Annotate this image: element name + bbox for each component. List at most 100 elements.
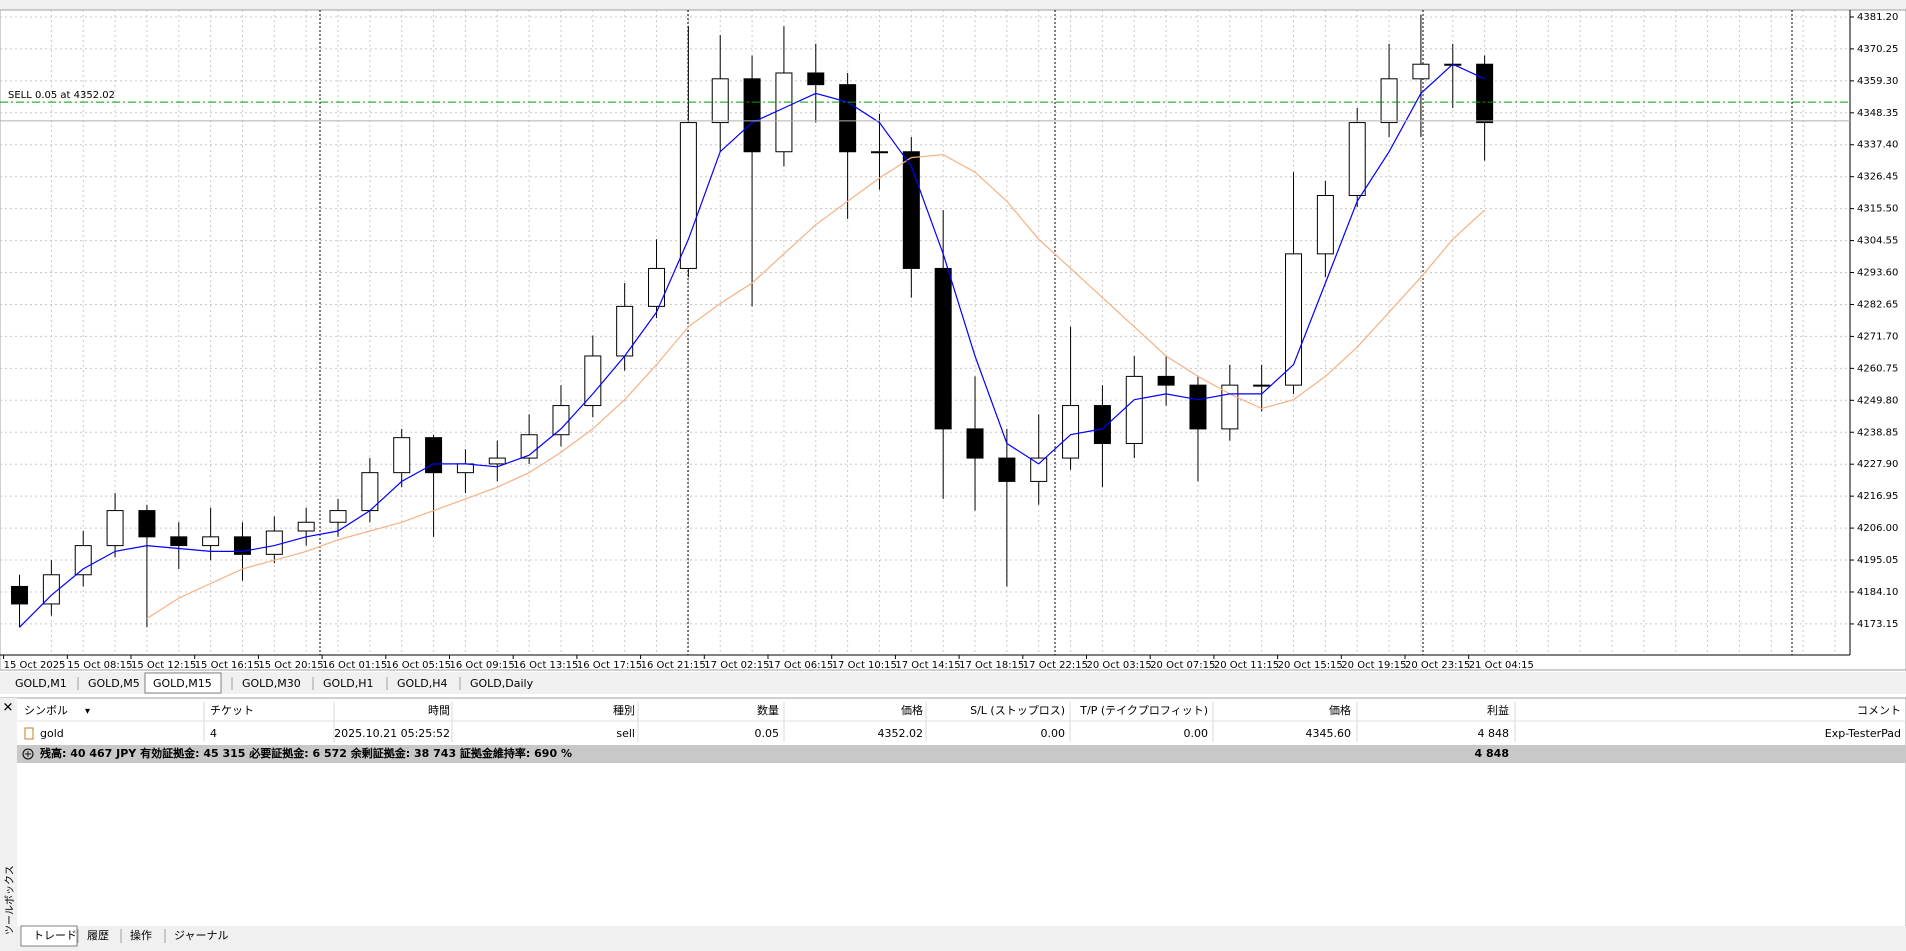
x-tick-label: 15 Oct 08:15 (67, 660, 132, 671)
summary-profit: 4 848 (1475, 747, 1509, 760)
column-header[interactable]: 価格 (1329, 703, 1351, 717)
candle-body (902, 151, 920, 269)
active-tab-box (20, 925, 78, 947)
chart-tab[interactable]: GOLD,M15 (153, 677, 212, 690)
column-header[interactable]: チケット (210, 704, 254, 717)
candle-body (1316, 195, 1334, 255)
y-tick-label: 4337.40 (1857, 140, 1898, 151)
table-cell: 0.05 (755, 727, 780, 740)
terminal-side-bar (0, 698, 17, 951)
terminal-tab[interactable]: 操作 (130, 928, 152, 942)
table-cell: 4 (210, 727, 217, 740)
y-tick-label: 4381.20 (1857, 12, 1898, 23)
x-tick-label: 15 Oct 20:15 (258, 660, 323, 671)
candle-body (1476, 63, 1494, 124)
y-tick-label: 4238.85 (1857, 427, 1898, 438)
candle-body (998, 457, 1016, 482)
y-tick-label: 4271.70 (1857, 331, 1898, 342)
column-header[interactable]: 時間 (428, 704, 450, 717)
column-header[interactable]: S/L (ストップロス) (970, 704, 1065, 717)
column-header[interactable]: 種別 (613, 703, 635, 717)
y-tick-label: 4173.15 (1857, 619, 1898, 630)
chart-tab[interactable]: GOLD,M5 (88, 677, 140, 690)
x-tick-label: 15 Oct 12:15 (131, 660, 196, 671)
summary-expand-icon[interactable] (22, 748, 34, 760)
candle-body (552, 405, 570, 436)
candle-body (1157, 375, 1175, 386)
candle-body (1253, 384, 1271, 387)
chart-tab[interactable]: GOLD,Daily (470, 677, 534, 690)
candle-body (170, 536, 188, 547)
x-tick-label: 20 Oct 15:15 (1278, 660, 1343, 671)
x-tick-label: 20 Oct 19:15 (1341, 660, 1406, 671)
y-tick-label: 4304.55 (1857, 236, 1898, 247)
table-cell: 2025.10.21 05:25:52 (334, 727, 450, 740)
terminal-tab[interactable]: ジャーナル (174, 929, 228, 942)
column-header[interactable]: コメント (1857, 704, 1901, 717)
candle-body (1189, 384, 1207, 430)
terminal-tab[interactable]: トレード (33, 929, 77, 942)
y-tick-label: 4216.95 (1857, 491, 1898, 502)
y-tick-label: 4282.65 (1857, 299, 1898, 310)
candle-body (807, 72, 825, 86)
chart-tab[interactable]: GOLD,H4 (397, 677, 448, 690)
candle-body (1125, 375, 1143, 444)
y-tick-label: 4206.00 (1857, 523, 1898, 534)
chart-window (0, 9, 1906, 671)
ma-slow-line (146, 154, 1486, 620)
candle-body (1348, 122, 1366, 197)
x-tick-label: 16 Oct 05:15 (386, 660, 451, 671)
order-label: SELL 0.05 at 4352.02 (8, 90, 115, 101)
x-tick-label: 21 Oct 04:15 (1469, 660, 1534, 671)
candle-body (743, 78, 761, 153)
x-tick-label: 20 Oct 11:15 (1214, 660, 1279, 671)
x-tick-label: 17 Oct 18:15 (959, 660, 1024, 671)
table-cell: 4345.60 (1306, 727, 1352, 740)
y-tick-label: 4326.45 (1857, 172, 1898, 183)
candle-body (297, 521, 315, 532)
x-tick-label: 17 Oct 06:15 (768, 660, 833, 671)
column-header[interactable]: 価格 (901, 703, 923, 717)
side-label: ツールボックス (4, 865, 16, 935)
table-cell: Exp-TesterPad (1825, 727, 1901, 740)
x-tick-label: 16 Oct 01:15 (322, 660, 387, 671)
candle-body (1380, 78, 1398, 124)
chart-tab[interactable]: GOLD,M30 (242, 677, 301, 690)
chart-tab[interactable]: GOLD,M1 (15, 677, 67, 690)
x-tick-label: 16 Oct 09:15 (450, 660, 515, 671)
y-tick-label: 4348.35 (1857, 108, 1898, 119)
chart-tab[interactable]: GOLD,H1 (323, 677, 374, 690)
candle-body (1030, 457, 1048, 482)
terminal-tab[interactable]: 履歴 (87, 929, 109, 942)
ma-fast-line (19, 63, 1485, 628)
table-cell: 4352.02 (878, 727, 924, 740)
candle-body (870, 151, 888, 154)
candle-body (679, 122, 697, 269)
candle-body (138, 510, 156, 538)
candle-body (648, 267, 666, 307)
order-icon (24, 727, 34, 740)
candle-body (11, 585, 29, 605)
x-tick-label: 15 Oct 16:15 (195, 660, 260, 671)
candle-body (1093, 405, 1111, 444)
y-tick-label: 4227.90 (1857, 459, 1898, 470)
x-tick-label: 16 Oct 13:15 (513, 660, 578, 671)
candle-body (202, 536, 220, 547)
close-button[interactable]: ✕ (3, 701, 14, 716)
column-header[interactable]: T/P (テイクプロフィット) (1079, 704, 1208, 717)
y-tick-label: 4260.75 (1857, 363, 1898, 374)
candle-body (265, 530, 283, 555)
candle-body (42, 574, 60, 605)
x-tick-label: 16 Oct 21:15 (641, 660, 706, 671)
candle-body (1062, 405, 1080, 459)
table-cell: 0.00 (1041, 727, 1066, 740)
candle-body (1221, 384, 1239, 430)
terminal-panel (0, 697, 1906, 951)
column-header[interactable]: 利益 (1487, 703, 1509, 717)
column-header[interactable]: シンボル (24, 704, 68, 717)
y-tick-label: 4184.10 (1857, 587, 1898, 598)
summary-text: 残高: 40 467 JPY 有効証拠金: 45 315 必要証拠金: 6 57… (40, 746, 572, 760)
column-header[interactable]: 数量 (757, 704, 779, 717)
